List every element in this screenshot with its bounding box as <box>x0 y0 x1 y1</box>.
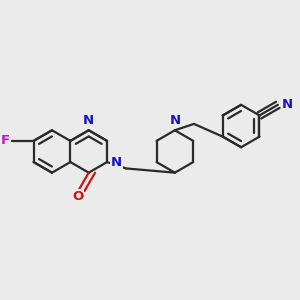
Text: N: N <box>83 114 94 127</box>
Text: N: N <box>111 156 122 169</box>
Text: F: F <box>1 134 10 147</box>
Text: O: O <box>73 190 84 203</box>
Text: N: N <box>281 98 292 111</box>
Text: N: N <box>169 114 180 127</box>
